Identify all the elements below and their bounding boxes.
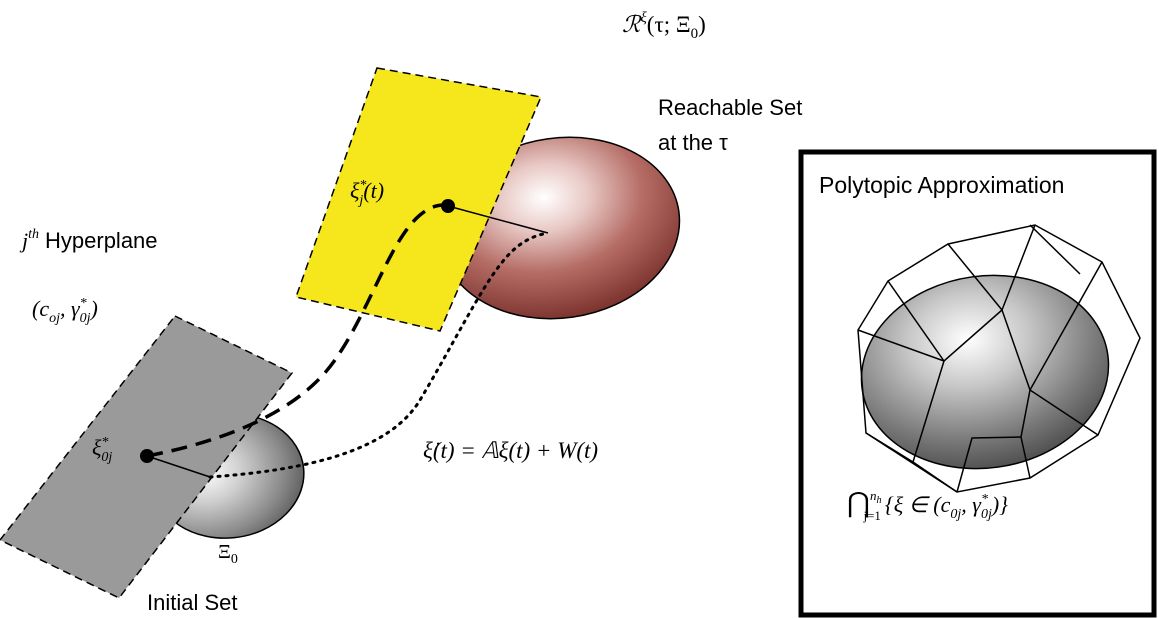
polytope-facet-9	[1029, 389, 1099, 436]
dynamics-equation: ξ̇(t) = 𝔸ξ(t) + W(t)	[423, 438, 598, 463]
polytopic-title: Polytopic Approximation	[819, 172, 1064, 198]
polytope-facet-7	[1029, 261, 1103, 391]
hyperplane-params: (coj, γ* 0j)	[32, 296, 98, 326]
reachable-radius-line	[447, 205, 549, 234]
dotted-trajectory	[208, 231, 550, 479]
polytope-facet-6	[1001, 309, 1031, 479]
reachable-set-math: ℛξ(τ; Ξ0)	[622, 10, 706, 42]
initial-set-symbol: Ξ0	[218, 541, 238, 567]
intersection-expression: ⋂nh j=1 {ξ ∈ (c0j, γ* 0j)}	[847, 488, 1008, 523]
xi-0j-star-label: ξ* 0j	[92, 435, 112, 465]
hyperplane-label: jth Hyperplane	[19, 227, 158, 253]
polytope-facet-5	[865, 432, 914, 463]
polytope-facet-10	[1029, 224, 1081, 275]
polytope-facet-8	[956, 436, 1022, 493]
polytope-facet-3	[857, 329, 945, 362]
initial-set-label: Initial Set	[147, 590, 238, 615]
yellow-hyperplane	[295, 67, 543, 332]
xi-j-star-label: ξ* j(t)	[350, 178, 384, 208]
initial-radius-line	[146, 455, 211, 478]
xi-0j-point	[140, 449, 154, 463]
xi-j-point	[441, 199, 455, 213]
reachable-set-label-line1: Reachable Set	[658, 95, 802, 120]
dashed-trajectory	[146, 203, 449, 458]
reachable-set-label-line2: at the τ	[658, 130, 728, 155]
